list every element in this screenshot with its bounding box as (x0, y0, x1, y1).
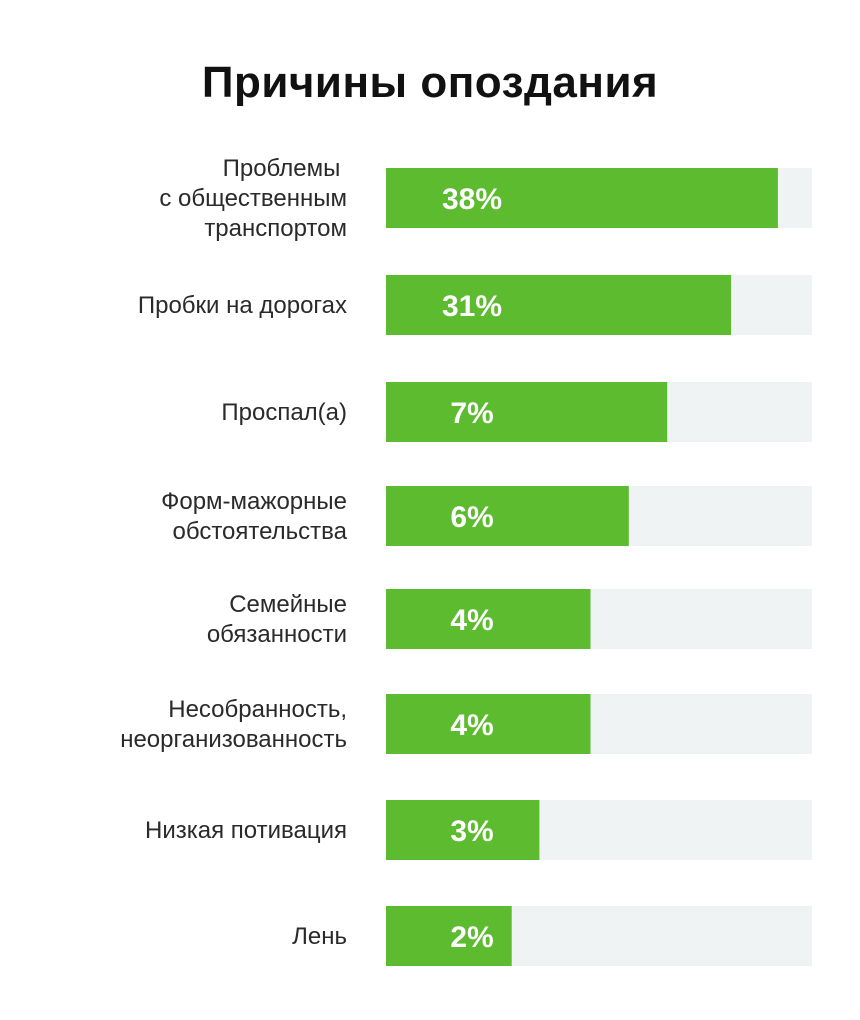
category-label: Семейные обязанности (207, 591, 347, 648)
category-label: Пробки на дорогах (138, 292, 347, 319)
bar (386, 800, 540, 860)
chart-title: Причины опоздания (201, 58, 659, 107)
bar (386, 589, 591, 649)
value-label: 3% (450, 815, 493, 848)
category-label: Несобранность, неорганизованность (120, 696, 347, 753)
value-label: 2% (450, 921, 493, 954)
value-label: 4% (450, 709, 493, 742)
category-label: Низкая потивация (145, 817, 347, 844)
category-label: Лень (292, 923, 347, 950)
bar (386, 906, 512, 966)
bar (386, 694, 591, 754)
value-label: 31% (442, 290, 502, 323)
category-label: Форм-мажорные обстоятельства (161, 488, 348, 545)
category-label: Проблемы с общественным транспортом (159, 155, 347, 242)
bar (386, 168, 778, 228)
value-label: 7% (450, 397, 493, 430)
bar (386, 486, 629, 546)
value-label: 6% (450, 501, 493, 534)
category-label: Проспал(а) (221, 399, 347, 426)
bar (386, 275, 732, 335)
bar (386, 382, 668, 442)
value-label: 38% (442, 183, 502, 216)
value-label: 4% (450, 604, 493, 637)
